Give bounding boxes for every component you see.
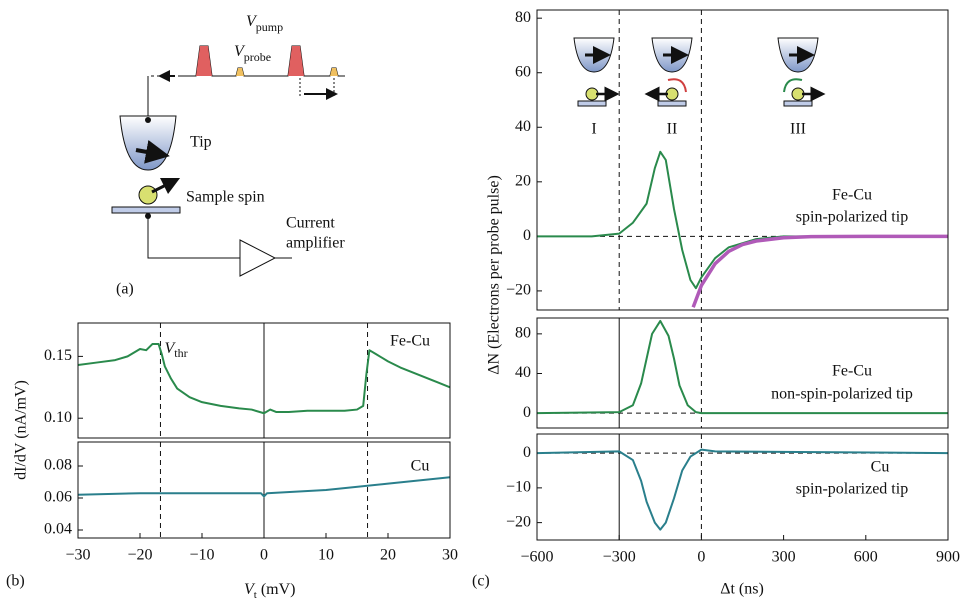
x-tick-label: 900 [936,549,960,566]
x-tick-label: −600 [520,549,553,566]
y-tick-label: 0.15 [44,347,72,364]
label-unit: (mV) [261,581,296,598]
annotation: Cu [871,459,890,476]
annotation: Fe-Cu [832,363,872,380]
y-tick-label: 80 [515,9,531,26]
annotation: Cu [411,458,430,475]
y-axis-label: ΔN (Electrons per probe pulse) [486,175,503,375]
frame [536,9,949,311]
region-label: I [591,121,596,138]
series-line [78,343,450,415]
y-tick-label: 80 [515,325,531,342]
y-tick-label: 0.06 [44,489,72,506]
x-tick-label: −10 [189,547,214,564]
y-tick-label: −10 [506,479,531,496]
y-tick-label: 0 [523,444,531,461]
y-tick-label: −20 [506,513,531,530]
sample-spin [138,185,158,205]
x-tick-label: 0 [260,547,268,564]
annotation: non-spin-polarized tip [771,386,913,403]
y-tick-label: −20 [506,282,531,299]
region-label: II [667,121,678,138]
sample [111,206,181,214]
annotation: Fe-Cu [832,187,872,204]
x-axis-label: Vt (mV) [244,581,296,601]
probe-label: Vprobe [234,43,271,64]
y-tick-label: 0.10 [44,409,72,426]
wire [147,216,292,259]
amplifier [239,239,277,277]
x-tick-label: 600 [854,549,878,566]
y-tick-label: 40 [515,364,531,381]
y-tick-label: 60 [515,63,531,80]
series-line [691,234,948,308]
label-main: V [244,581,256,598]
pump-pulse [196,46,304,76]
x-tick-label: −30 [65,547,90,564]
y-tick-label: 0 [523,227,531,244]
y-axis-label: dI/dV (nA/mV) [13,380,30,480]
panel-label: (b) [6,573,25,590]
y-tick-label: 0.08 [44,457,72,474]
x-axis-label: Δt (ns) [720,581,764,598]
frame [536,317,949,429]
plot-area [537,319,948,415]
label-main: V [246,13,258,30]
spin-arrow [135,140,170,164]
region-label: III [790,121,806,138]
label-sub: probe [244,50,271,64]
x-tick-label: 0 [697,549,705,566]
frame [536,433,949,541]
panel-label: (c) [472,573,490,590]
sample-label: Sample spin [186,189,265,206]
label-main: V [164,340,176,357]
amplifier-label: amplifier [286,235,345,252]
node [145,117,151,123]
spin-arrow [151,177,181,195]
x-tick-label: −300 [603,549,636,566]
tip-label: Tip [190,134,212,151]
probe-pulse [236,68,338,76]
series-line [537,319,948,415]
plot-area [537,150,948,308]
plot-area [78,476,450,498]
x-tick-label: 300 [772,549,796,566]
series-line [537,150,948,290]
x-tick-label: 10 [318,547,334,564]
pump-label: Vpump [246,13,283,34]
frame [77,322,451,439]
label-sub: t [254,589,257,601]
plot-area [537,448,948,531]
y-tick-label: 0.04 [44,521,72,538]
x-tick-label: 30 [442,547,458,564]
amplifier-label: Current [286,215,335,232]
x-tick-label: 20 [380,547,396,564]
y-tick-label: 40 [515,118,531,135]
y-tick-label: 20 [515,172,531,189]
series-line [537,448,948,531]
series-line [78,476,450,498]
frame [77,441,451,539]
plot-area [78,343,450,415]
schematic: Vpump Vprobe Tip Sample spin Current amp… [111,13,345,298]
label-sub: pump [256,20,283,34]
y-tick-label: 0 [523,404,531,421]
annotation: Fe-Cu [390,333,430,350]
annotation: spin-polarized tip [796,209,908,226]
label-main: V [234,43,246,60]
label-sub: thr [174,346,187,360]
tip [119,115,177,171]
threshold-label: Vthr [164,340,187,360]
region-icons [573,37,826,107]
x-tick-label: −20 [127,547,152,564]
panel-label: (a) [116,281,134,298]
annotation: spin-polarized tip [796,481,908,498]
